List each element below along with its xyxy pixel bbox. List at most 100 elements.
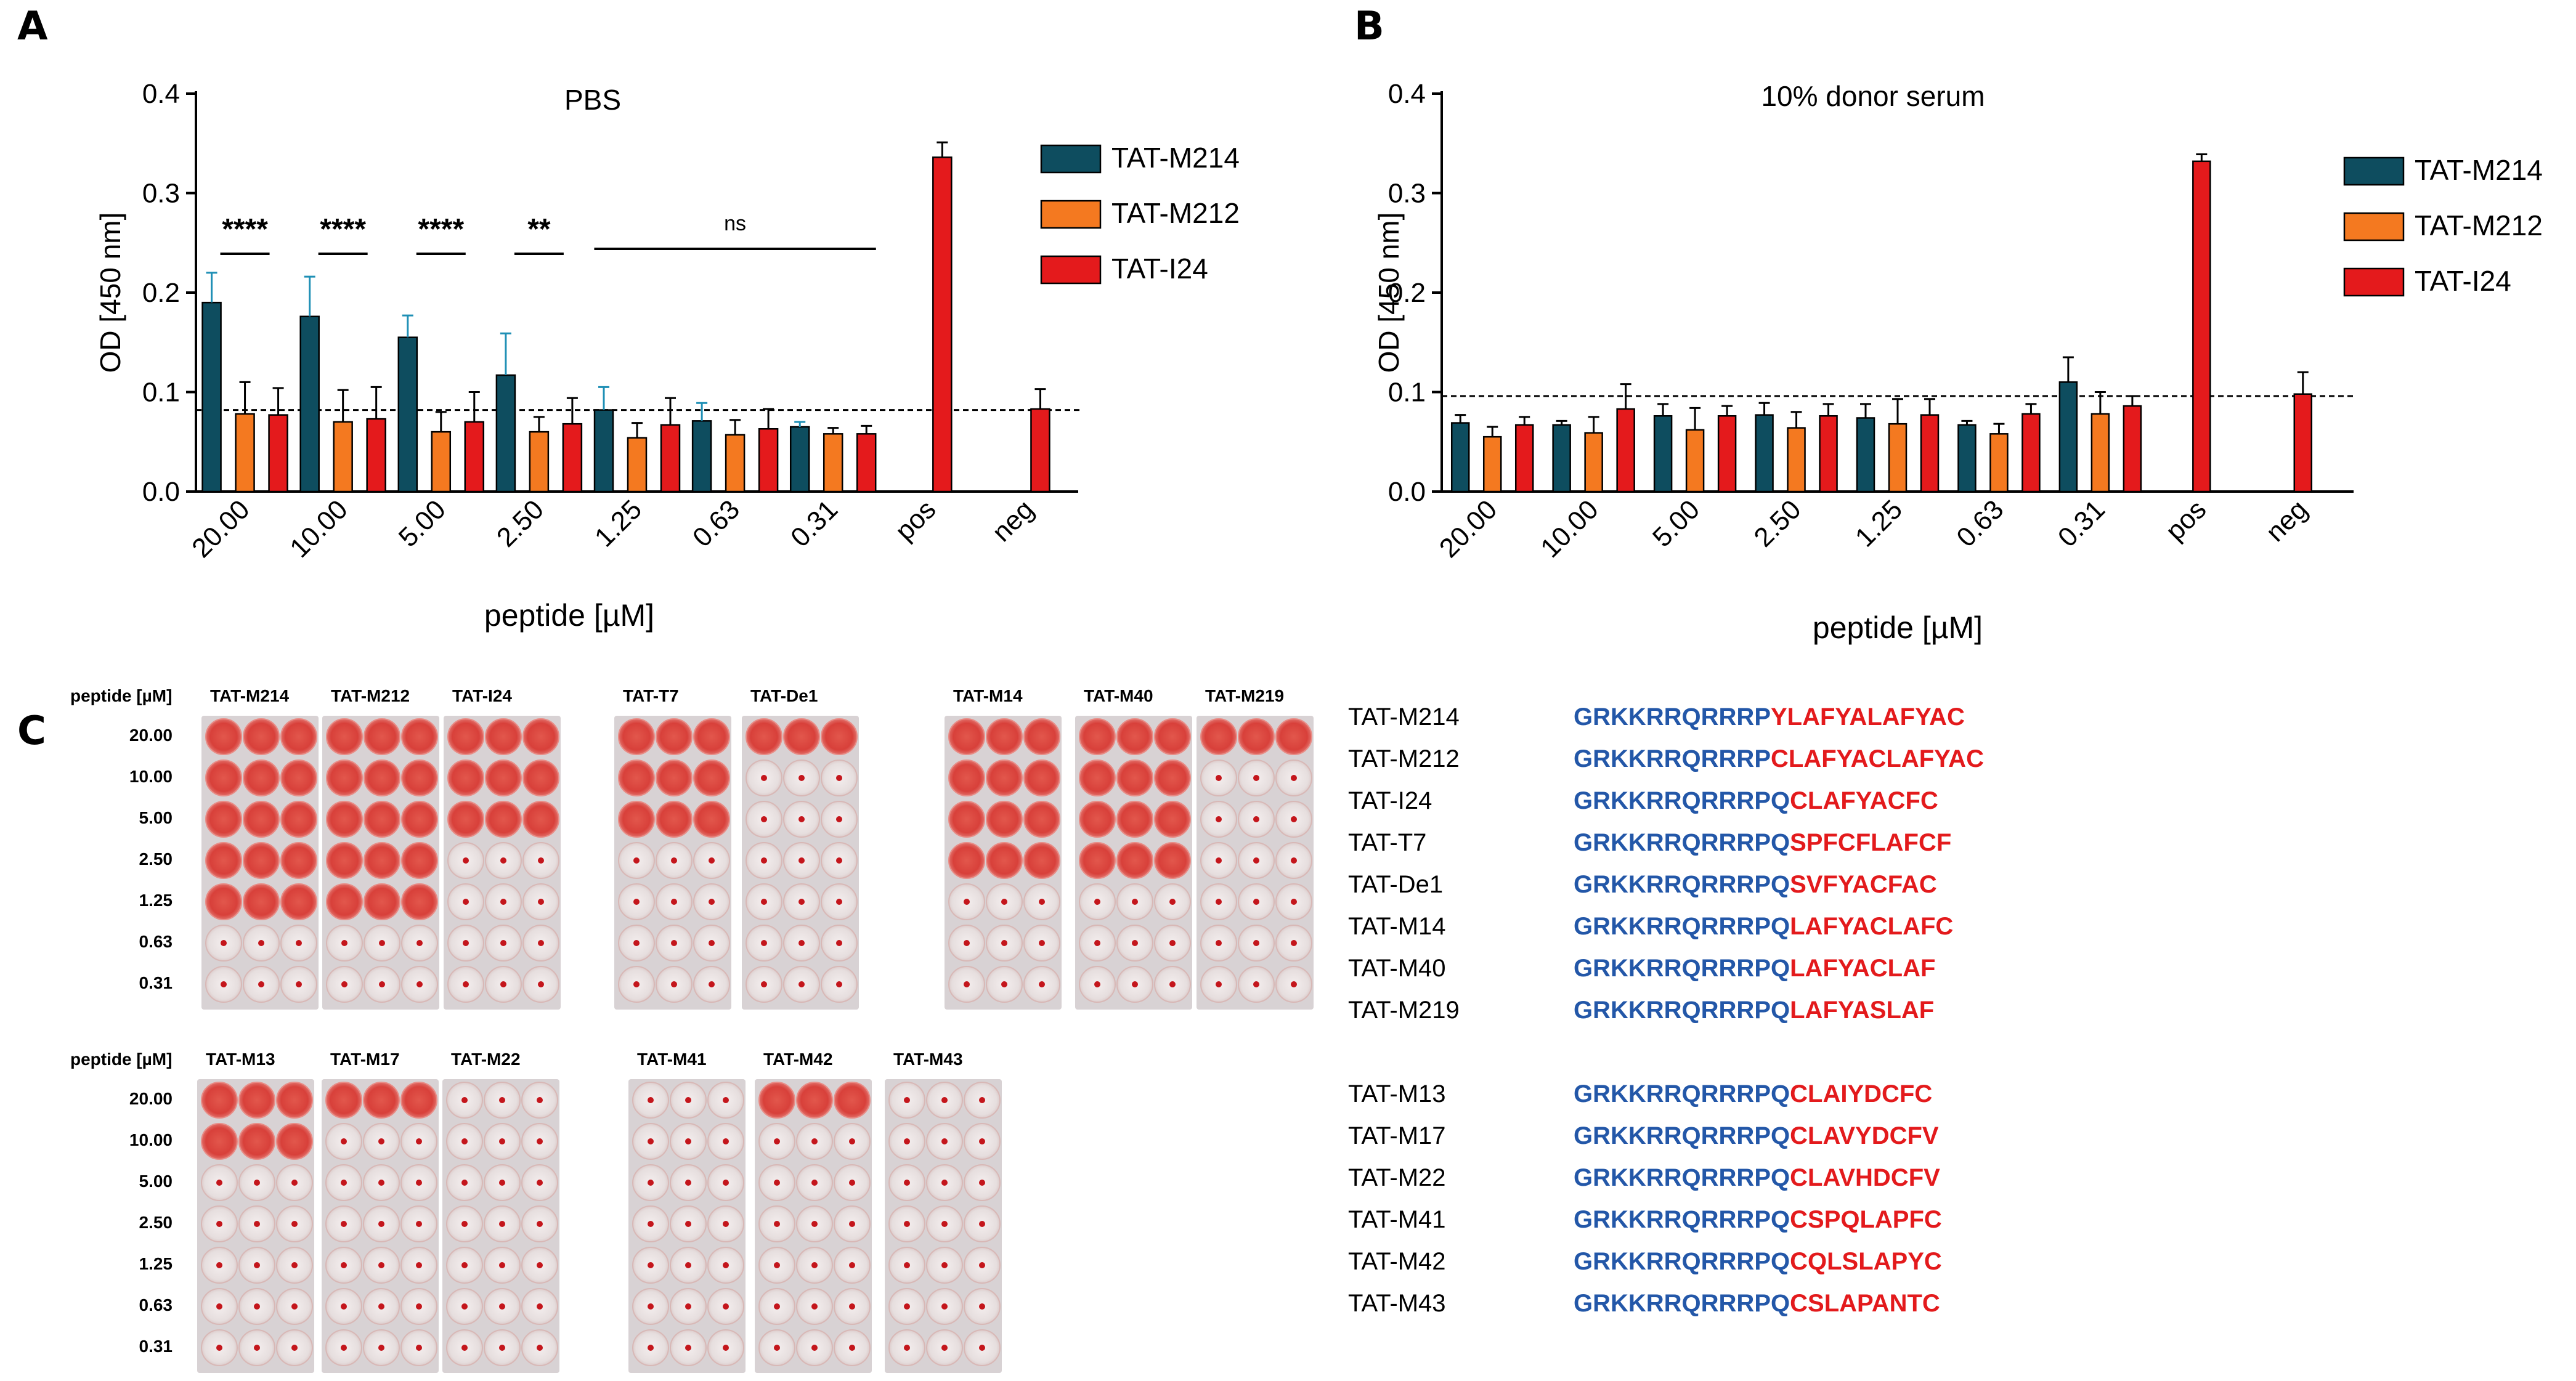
well-button bbox=[238, 1247, 275, 1284]
well-button bbox=[834, 1288, 871, 1325]
well-agglutinated bbox=[364, 801, 400, 838]
plate bbox=[755, 1079, 872, 1373]
legend-label: TAT-M212 bbox=[1111, 197, 1240, 229]
well-agglutinated bbox=[326, 759, 363, 796]
rbc-pellet bbox=[904, 1303, 910, 1310]
rbc-pellet bbox=[379, 981, 385, 987]
rbc-pellet bbox=[1216, 981, 1222, 987]
well-agglutinated bbox=[280, 801, 317, 838]
plate-name: TAT-M43 bbox=[893, 1050, 963, 1069]
well-button bbox=[670, 1288, 707, 1325]
plate bbox=[442, 1079, 559, 1373]
rbc-pellet bbox=[1039, 940, 1045, 946]
bar bbox=[2192, 160, 2211, 493]
rbc-pellet bbox=[216, 1221, 222, 1227]
tat-sequence: GRKKRRQRRRPQCLAVYDCFV bbox=[1574, 1122, 1939, 1149]
rbc-pellet bbox=[761, 775, 767, 781]
peptide-name: TAT-M22 bbox=[1348, 1164, 1446, 1191]
bar bbox=[758, 428, 779, 493]
rbc-pellet bbox=[811, 1262, 818, 1268]
well-agglutinated bbox=[986, 842, 1023, 879]
rbc-pellet bbox=[258, 940, 264, 946]
rbc-pellet bbox=[216, 1262, 222, 1268]
rbc-pellet bbox=[633, 899, 640, 905]
well-agglutinated bbox=[485, 759, 522, 796]
peptide-name: TAT-I24 bbox=[1348, 787, 1432, 814]
bar bbox=[235, 413, 255, 493]
y-tick-label: 0.1 bbox=[142, 378, 180, 408]
well-agglutinated bbox=[205, 759, 242, 796]
agglutination-plates: peptide [µM] 20.00 10.00 5.00 2.50 1.25 0.63 0.… bbox=[0, 665, 1325, 1381]
plate-name: TAT-M41 bbox=[637, 1050, 707, 1069]
rbc-pellet bbox=[723, 1221, 729, 1227]
rbc-pellet bbox=[1094, 899, 1100, 905]
rbc-pellet bbox=[499, 1138, 505, 1144]
concentration-label: 5.00 bbox=[139, 808, 173, 827]
well-agglutinated bbox=[1200, 718, 1237, 755]
well-button bbox=[363, 1247, 400, 1284]
rbc-pellet bbox=[633, 857, 640, 864]
rbc-pellet bbox=[671, 857, 677, 864]
cargo-sequence: CLAFYACFC bbox=[1790, 787, 1938, 814]
well-agglutinated bbox=[618, 718, 655, 755]
x-tick-label: 10.00 bbox=[1535, 494, 1604, 564]
rbc-pellet bbox=[254, 1303, 260, 1310]
y-tick-label: 0.2 bbox=[1388, 278, 1426, 308]
bar bbox=[725, 434, 746, 493]
well-agglutinated bbox=[238, 1123, 275, 1160]
well-button bbox=[1200, 925, 1237, 962]
bar bbox=[529, 431, 550, 493]
well-button bbox=[834, 1123, 871, 1160]
concentration-label: 0.31 bbox=[139, 973, 173, 992]
rbc-pellet bbox=[461, 1345, 468, 1351]
rbc-pellet bbox=[378, 1345, 384, 1351]
well-agglutinated bbox=[1023, 842, 1060, 879]
rbc-pellet bbox=[904, 1262, 910, 1268]
legend-label: TAT-I24 bbox=[1111, 253, 1208, 285]
well-agglutinated bbox=[656, 801, 693, 838]
rbc-pellet bbox=[774, 1221, 780, 1227]
peptide-name: TAT-M43 bbox=[1348, 1290, 1446, 1317]
bar bbox=[789, 426, 810, 493]
well-agglutinated bbox=[401, 718, 438, 755]
well-agglutinated bbox=[656, 759, 693, 796]
rbc-pellet bbox=[379, 940, 385, 946]
rbc-pellet bbox=[461, 1262, 468, 1268]
rbc-pellet bbox=[761, 816, 767, 822]
bar bbox=[1819, 415, 1838, 493]
rbc-pellet bbox=[258, 981, 264, 987]
rbc-pellet bbox=[538, 857, 544, 864]
cargo-sequence: CQLSLAPYC bbox=[1790, 1248, 1942, 1275]
well-agglutinated bbox=[746, 718, 782, 755]
well-button bbox=[707, 1247, 744, 1284]
well-agglutinated bbox=[1079, 801, 1116, 838]
concentration-label: 0.63 bbox=[139, 932, 173, 951]
plate-name: TAT-De1 bbox=[750, 686, 818, 705]
bar bbox=[2090, 413, 2110, 493]
y-tick-label: 0.0 bbox=[1388, 477, 1426, 507]
well-agglutinated bbox=[364, 759, 400, 796]
well-agglutinated bbox=[326, 801, 363, 838]
rbc-pellet bbox=[216, 1180, 222, 1186]
bar bbox=[1030, 408, 1050, 493]
bar bbox=[1584, 432, 1603, 493]
rbc-pellet bbox=[941, 1221, 948, 1227]
rbc-pellet bbox=[254, 1180, 260, 1186]
well-agglutinated bbox=[948, 801, 985, 838]
rbc-pellet bbox=[416, 981, 423, 987]
well-button bbox=[926, 1247, 963, 1284]
rbc-pellet bbox=[836, 857, 842, 864]
well-agglutinated bbox=[364, 883, 400, 920]
plates-header-label: peptide [µM] bbox=[70, 686, 173, 705]
bar bbox=[1653, 415, 1673, 493]
well-agglutinated bbox=[948, 842, 985, 879]
rbc-pellet bbox=[798, 816, 805, 822]
rbc-pellet bbox=[849, 1303, 855, 1310]
legend-swatch bbox=[2343, 267, 2405, 297]
rbc-pellet bbox=[979, 1138, 985, 1144]
rbc-pellet bbox=[1132, 899, 1138, 905]
bar bbox=[431, 431, 452, 493]
rbc-pellet bbox=[964, 981, 970, 987]
y-axis-label: OD [450 nm] bbox=[1373, 213, 1405, 373]
chart-donor-serum: 0.0 0.1 0.2 0.3 0.4 10% donor serum OD [450 nm… bbox=[1373, 79, 2543, 645]
